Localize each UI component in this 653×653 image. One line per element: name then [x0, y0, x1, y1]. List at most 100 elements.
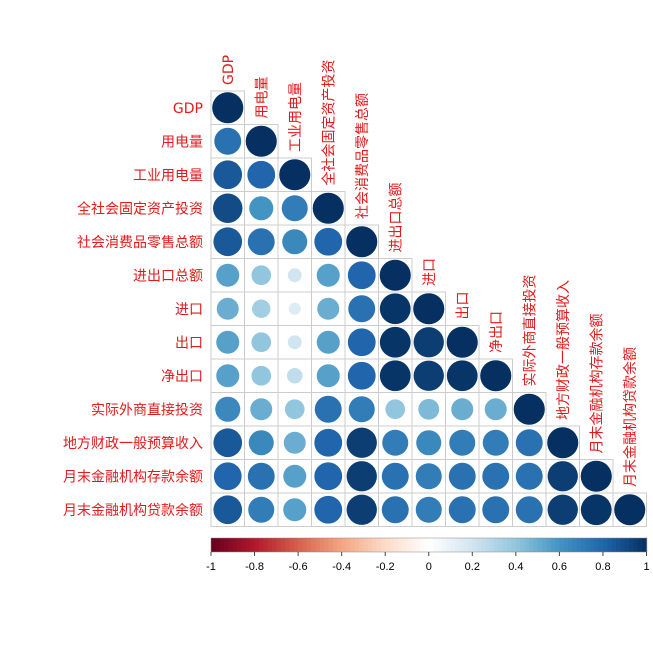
correlation-circle	[283, 464, 307, 488]
correlation-circle	[287, 335, 302, 350]
column-label: 月末金融机构贷款余额	[622, 347, 639, 487]
colorbar-segment	[494, 538, 500, 552]
correlation-circle	[346, 226, 378, 258]
column-label: 工业用电量	[288, 82, 304, 152]
colorbar-segment	[581, 538, 587, 552]
colorbar-segment	[245, 538, 251, 552]
colorbar-segment	[219, 538, 225, 552]
colorbar-segment	[280, 538, 286, 552]
correlation-circle	[284, 399, 305, 420]
correlation-circle	[283, 498, 307, 522]
colorbar-segment	[346, 538, 351, 552]
colorbar-segment	[285, 538, 290, 552]
colorbar-segment	[267, 538, 273, 552]
colorbar-segment	[332, 538, 338, 552]
colorbar-segment	[633, 538, 639, 552]
colorbar-segment	[337, 538, 343, 552]
colorbar-tick-label: -0.6	[289, 561, 308, 573]
correlation-circle	[213, 227, 243, 257]
correlation-circle	[312, 192, 344, 224]
colorbar-segment	[489, 538, 495, 552]
row-label: 社会消费品零售总额	[77, 235, 203, 251]
colorbar-segment	[528, 538, 534, 552]
colorbar-segment	[250, 538, 256, 552]
colorbar-segment	[319, 538, 325, 552]
correlation-circle	[385, 399, 406, 420]
row-label: 全社会固定资产投资	[77, 200, 203, 217]
correlation-circle	[448, 462, 476, 490]
colorbar-segment	[624, 538, 630, 552]
correlation-circle	[547, 427, 579, 459]
circles-layer	[212, 92, 646, 526]
correlation-circle	[381, 462, 409, 490]
colorbar-segment	[363, 538, 369, 552]
colorbar-segment	[481, 538, 486, 552]
correlation-circle	[286, 367, 303, 384]
correlation-circle	[448, 496, 476, 524]
correlation-circle	[348, 295, 376, 323]
correlation-circle	[614, 494, 646, 526]
colorbar-segment	[380, 538, 386, 552]
column-label: 地方财政一般预算收入	[556, 280, 572, 420]
colorbar-segment	[629, 538, 635, 552]
correlation-circle	[316, 364, 340, 388]
colorbar-segment	[616, 538, 621, 552]
correlation-circle	[413, 293, 445, 325]
colorbar-segment	[341, 538, 347, 552]
correlation-circle	[314, 428, 343, 457]
colorbar-segment	[385, 538, 391, 552]
correlation-circle	[547, 461, 578, 492]
colorbar-segment	[546, 538, 552, 552]
colorbar-segment	[289, 538, 295, 552]
correlation-circle	[346, 494, 377, 525]
correlation-circle	[314, 495, 343, 524]
colorbar-segment	[398, 538, 404, 552]
correlation-circle	[418, 398, 440, 420]
correlation-circle	[213, 160, 243, 190]
correlation-circle	[482, 462, 510, 490]
colorbar-segment	[411, 538, 417, 552]
colorbar-segment	[515, 538, 521, 552]
correlation-circle	[416, 430, 442, 456]
column-label: 净出口	[489, 311, 505, 353]
correlation-circle	[212, 193, 243, 224]
correlation-circle	[288, 302, 301, 315]
colorbar-tick-label: -1	[206, 561, 216, 573]
colorbar-segment	[271, 538, 277, 552]
colorbar-segment	[459, 538, 465, 552]
colorbar-segment	[402, 538, 408, 552]
colorbar-segment	[311, 538, 317, 552]
colorbar-segment	[224, 538, 230, 552]
correlation-circle	[287, 268, 302, 283]
colorbar-segment	[511, 538, 517, 552]
correlation-circle	[515, 462, 543, 490]
correlation-circle	[314, 227, 343, 256]
correlation-circle	[482, 429, 509, 456]
colorbar-segment	[293, 538, 299, 552]
colorbar-segment	[576, 538, 582, 552]
row-label: 地方财政一般预算收入	[63, 436, 203, 452]
colorbar-tick-label: -0.2	[376, 561, 395, 573]
column-label: 用电量	[254, 77, 270, 119]
colorbar-segment	[298, 538, 304, 552]
cell	[210, 291, 245, 326]
colorbar-tick-label: -0.8	[245, 561, 264, 573]
correlation-circle	[252, 299, 271, 318]
correlation-circle	[347, 361, 376, 390]
row-label: 净出口	[161, 369, 203, 385]
colorbar-segment	[437, 538, 443, 552]
colorbar-segment	[568, 538, 574, 552]
column-label: 全社会固定资产投资	[320, 60, 337, 186]
colorbar-segment	[406, 538, 412, 552]
column-label: 月末金融机构存款余额	[588, 314, 605, 454]
correlation-circle	[249, 196, 274, 221]
colorbar-tick-label: 0.4	[508, 561, 523, 573]
column-label: 进出口总额	[388, 183, 404, 253]
colorbar-segment	[393, 538, 399, 552]
column-labels: GDP 用电量 工业用电量 全社会固定资产投资 社会消费品零售总额 进出口总额进口出口净出…	[221, 55, 639, 487]
colorbar-segment	[424, 538, 430, 552]
colorbar-segment	[446, 538, 452, 552]
correlation-circle	[213, 428, 243, 458]
colorbar-segment	[367, 538, 373, 552]
correlation-circle	[580, 494, 612, 526]
